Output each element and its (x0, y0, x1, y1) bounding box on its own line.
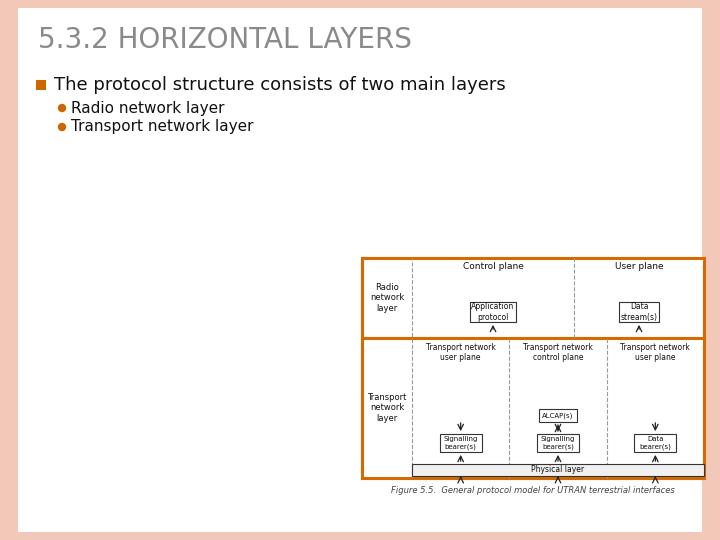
Bar (362, 258, 704, 478)
Text: Transport network
user plane: Transport network user plane (621, 343, 690, 362)
Bar (634, 434, 676, 452)
Bar (619, 302, 659, 322)
Text: Application
protocol: Application protocol (472, 302, 515, 322)
Text: Physical layer: Physical layer (531, 465, 585, 475)
Text: Radio
network
layer: Radio network layer (370, 283, 404, 313)
Text: User plane: User plane (615, 262, 663, 271)
Text: The protocol structure consists of two main layers: The protocol structure consists of two m… (54, 76, 505, 94)
Circle shape (58, 105, 66, 111)
Text: Signalling
bearer(s): Signalling bearer(s) (541, 436, 575, 450)
Text: Signalling
bearer(s): Signalling bearer(s) (444, 436, 478, 450)
Bar (539, 409, 577, 422)
Bar (36, 80, 46, 90)
Bar (440, 434, 482, 452)
Text: ALCAP(s): ALCAP(s) (542, 412, 574, 418)
Text: Transport
network
layer: Transport network layer (367, 393, 407, 423)
Text: Control plane: Control plane (462, 262, 523, 271)
Text: Radio network layer: Radio network layer (71, 100, 225, 116)
Text: Data
stream(s): Data stream(s) (621, 302, 657, 322)
Circle shape (58, 124, 66, 131)
Bar (362, 258, 704, 338)
Text: Transport network
user plane: Transport network user plane (426, 343, 495, 362)
Bar (537, 434, 579, 452)
Bar (470, 302, 516, 322)
Text: Data
bearer(s): Data bearer(s) (639, 436, 671, 450)
Text: Figure 5.5.  General protocol model for UTRAN terrestrial interfaces: Figure 5.5. General protocol model for U… (391, 486, 675, 495)
Bar (362, 338, 704, 478)
Bar (412, 464, 704, 476)
Text: Transport network layer: Transport network layer (71, 119, 253, 134)
Text: 5.3.2 HORIZONTAL LAYERS: 5.3.2 HORIZONTAL LAYERS (38, 26, 412, 54)
Text: Transport network
control plane: Transport network control plane (523, 343, 593, 362)
